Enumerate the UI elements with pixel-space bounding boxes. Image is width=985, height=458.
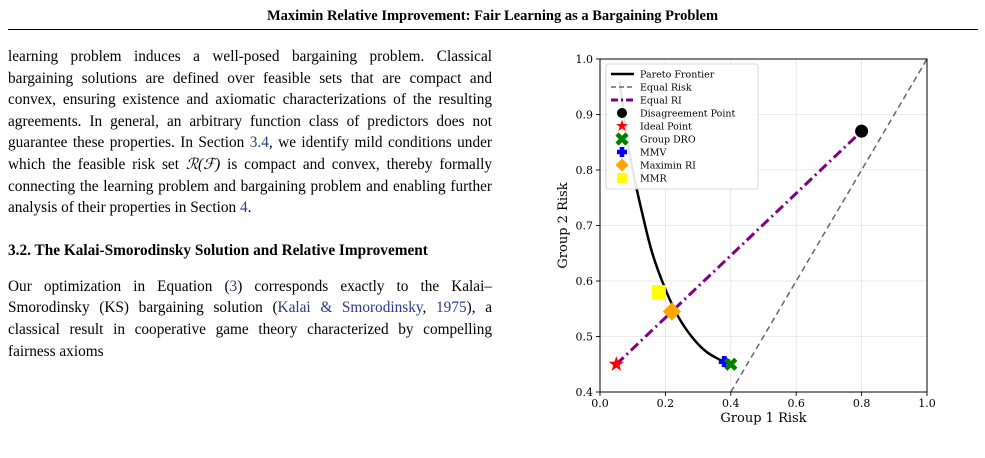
marker-ideal-point	[608, 356, 625, 371]
y-tick-label: 0.8	[576, 164, 594, 177]
legend-label: MMV	[640, 148, 666, 159]
title-rule	[8, 29, 978, 30]
y-tick-label: 0.7	[576, 220, 594, 233]
paragraph-bargaining-intro: learning problem induces a well-posed ba…	[8, 46, 492, 219]
paragraph-ks-solution: Our optimization in Equation (3) corresp…	[8, 276, 492, 362]
legend-entry: Disagreement Point	[617, 108, 736, 120]
section-link[interactable]: 4	[239, 199, 248, 217]
legend-label: Equal Risk	[640, 83, 692, 94]
paragraph-text: , we identify mild conditions under whic…	[8, 134, 492, 173]
legend-label: Group DRO	[640, 135, 696, 146]
marker-disagreement-point	[855, 124, 869, 138]
paragraph-text: learning problem induces a well-posed ba…	[8, 48, 492, 152]
figure: 0.0 0.2 0.4 0.6 0.8 1.0 0.4 0.5 0.6 0.7 0.8 0.9 1.0 G…	[550, 48, 985, 448]
x-tick-label: 0.2	[657, 397, 675, 410]
citation-year-link[interactable]: 1975	[436, 299, 467, 317]
chart: 0.0 0.2 0.4 0.6 0.8 1.0 0.4 0.5 0.6 0.7 0.8 0.9 1.0 G…	[556, 53, 936, 426]
x-tick-label: 0.0	[591, 397, 609, 410]
y-tick-label: 0.9	[576, 109, 594, 122]
legend-entry: Equal RI	[611, 96, 682, 107]
legend-label: Maximin RI	[640, 161, 696, 172]
legend-marker	[617, 108, 627, 118]
paragraph-text: is compact and convex, thereby formally …	[8, 155, 492, 217]
legend-entry: MMV	[617, 147, 666, 159]
legend-entry: Equal Risk	[611, 83, 692, 94]
legend-entry: Ideal Point	[616, 119, 692, 133]
legend-entry: Group DRO	[615, 132, 696, 146]
y-axis-label: Group 2 Risk	[556, 182, 571, 268]
legend-label: Ideal Point	[640, 122, 692, 133]
paragraph-text: .	[247, 199, 252, 217]
series-equal-ri	[615, 130, 863, 366]
y-tick-label: 1.0	[576, 53, 594, 66]
paragraph-text: ,	[422, 299, 437, 317]
citation-link[interactable]: Kalai & Smorodinsky	[277, 299, 423, 317]
paragraph-text: ), a classical result in cooperative gam…	[8, 299, 492, 360]
legend-label: Disagreement Point	[640, 109, 736, 120]
paragraph-text: Our optimization in Equation (	[8, 277, 230, 295]
marker-mmr	[651, 285, 666, 300]
legend-marker	[617, 173, 627, 183]
legend-label: Pareto Frontier	[640, 70, 715, 81]
x-tick-label: 0.4	[722, 397, 740, 410]
x-tick-label: 0.6	[787, 397, 805, 410]
y-tick-label: 0.6	[576, 275, 594, 288]
y-tick-label: 0.5	[576, 331, 594, 344]
feasible-risk-set-symbol: ℛ(ℱ)	[185, 155, 221, 173]
legend-label: Equal RI	[640, 96, 682, 107]
legend-entry: Maximin RI	[615, 158, 696, 172]
legend-entry: MMR	[617, 173, 667, 185]
legend-marker	[617, 147, 627, 157]
plot-area	[608, 59, 927, 392]
legend-box	[605, 63, 759, 190]
legend-marker	[615, 132, 629, 146]
legend-entry: Pareto Frontier	[611, 70, 715, 81]
series-equal-risk	[730, 59, 927, 392]
x-tick-label: 0.8	[853, 397, 871, 410]
legend-marker	[615, 158, 629, 172]
left-column: learning problem induces a well-posed ba…	[8, 46, 492, 362]
section-heading: 3.2. The Kalai-Smorodinsky Solution and …	[8, 241, 428, 259]
y-tick-label: 0.4	[576, 386, 594, 399]
legend-marker	[616, 119, 628, 132]
x-tick-label: 1.0	[918, 397, 936, 410]
paragraph-text: ) corresponds exactly to the Kalai–Smoro…	[8, 277, 492, 317]
legend-label: MMR	[640, 174, 667, 185]
x-axis-label: Group 1 Risk	[720, 411, 806, 426]
marker-group-dro	[724, 357, 738, 371]
running-title: Maximin Relative Improvement: Fair Learn…	[266, 8, 719, 24]
section-link[interactable]: 3.4	[249, 134, 269, 152]
equation-link[interactable]: 3	[229, 277, 238, 295]
